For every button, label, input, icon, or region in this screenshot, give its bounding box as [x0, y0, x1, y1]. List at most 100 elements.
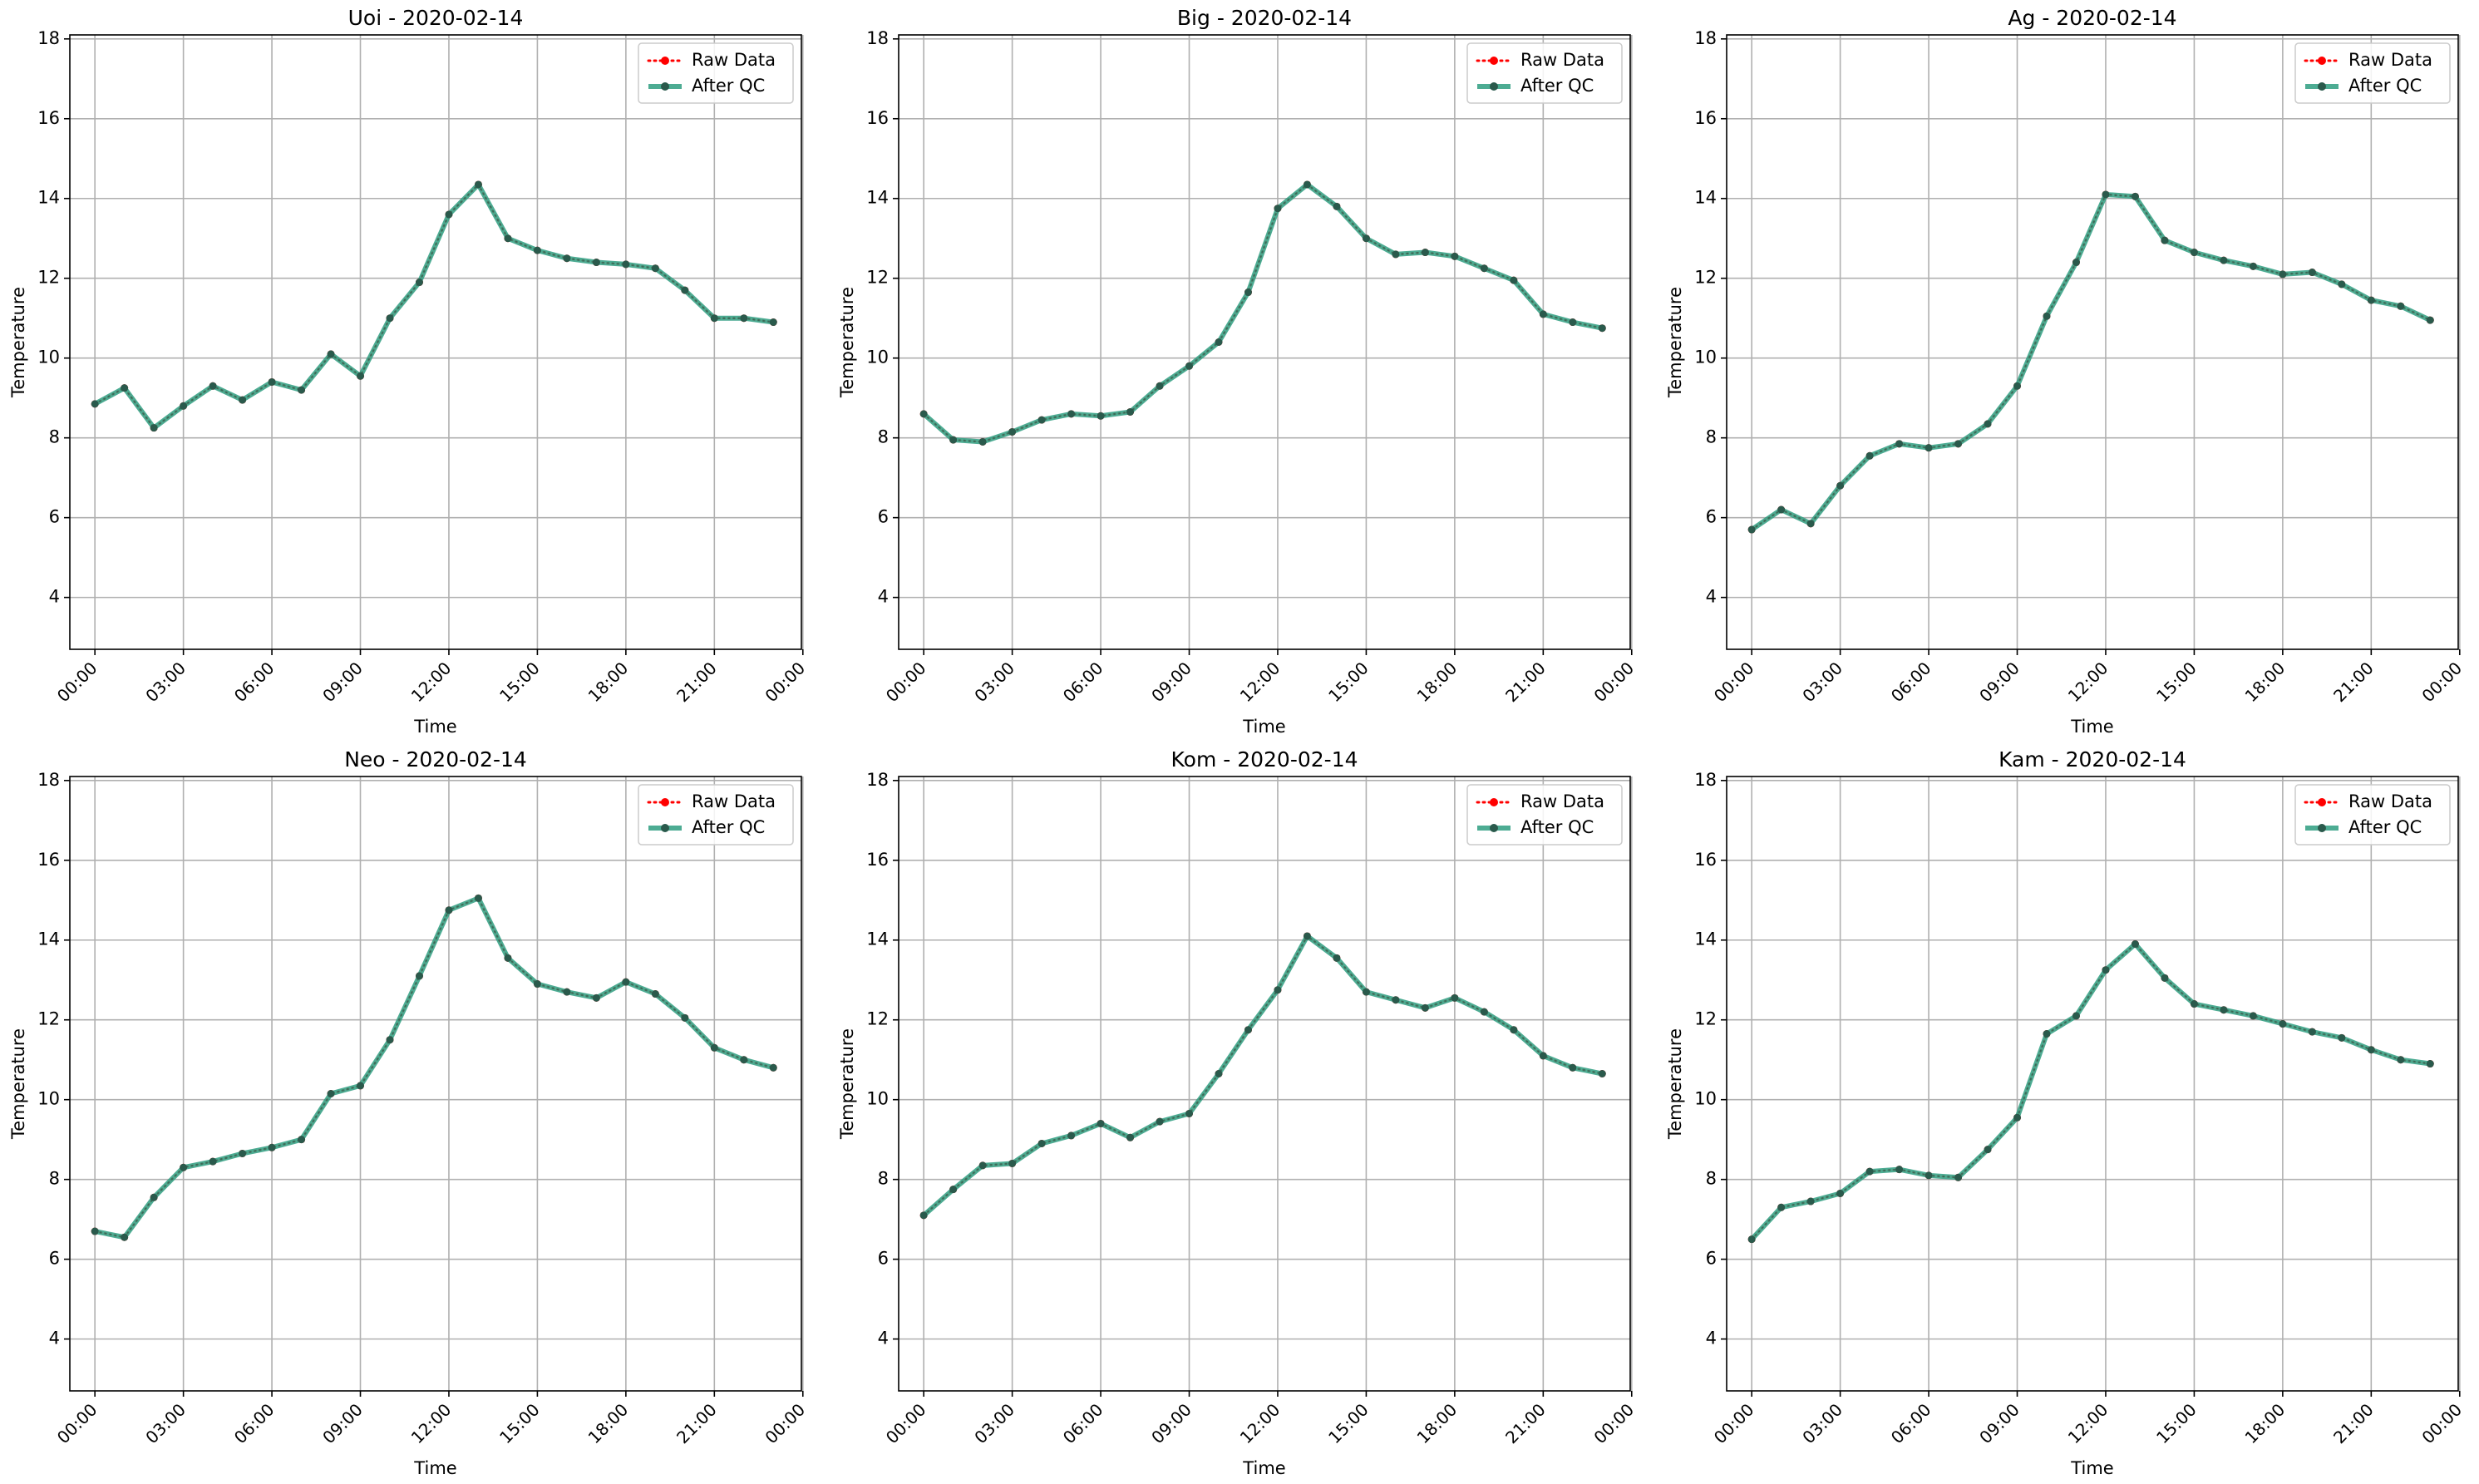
- after-qc-point: [2220, 1006, 2228, 1014]
- after-qc-point: [1008, 427, 1017, 436]
- y-tick-label: 16: [866, 850, 889, 870]
- axes-frame: [69, 34, 802, 650]
- y-axis-label: Temperature: [1665, 1028, 1685, 1140]
- after-qc-point: [1747, 1235, 1756, 1244]
- after-qc-point: [1244, 288, 1252, 297]
- after-qc-point: [1865, 451, 1874, 460]
- y-tick-label: 18: [37, 770, 60, 790]
- y-tick-label: 16: [1694, 850, 1717, 870]
- y-tick-label: 12: [37, 1009, 60, 1029]
- x-axis-label: Time: [2070, 717, 2113, 737]
- after-qc-point: [415, 972, 423, 980]
- after-qc-point: [1303, 180, 1311, 189]
- legend-qc-label: After QC: [1520, 76, 1594, 96]
- after-qc-point: [651, 990, 659, 998]
- legend-raw-label: Raw Data: [692, 50, 776, 70]
- after-qc-point: [1925, 1171, 1933, 1180]
- after-qc-point: [1777, 505, 1786, 514]
- after-qc-point: [1362, 988, 1370, 996]
- raw-data-line: [922, 183, 1604, 443]
- x-tick-label: 15:00: [2152, 1399, 2201, 1447]
- after-qc-point: [978, 437, 987, 446]
- x-tick-label: 00:00: [1710, 1399, 1758, 1447]
- after-qc-point: [1895, 1166, 1904, 1174]
- after-qc-point: [2367, 296, 2375, 304]
- x-tick-label: 00:00: [2417, 658, 2466, 706]
- legend-raw-marker: [1490, 57, 1498, 65]
- y-tick-label: 14: [1694, 188, 1717, 208]
- after-qc-point: [1215, 1070, 1223, 1078]
- subplot-5: 00:00 03:00 06:00 09:00 12:00 15:00 18:00 21:00…: [1665, 747, 2466, 1478]
- y-axis-label: Temperature: [8, 1028, 28, 1140]
- legend: Raw Data After QC: [1466, 784, 1623, 846]
- y-tick-label: 10: [1694, 1089, 1717, 1109]
- legend: Raw Data After QC: [1466, 42, 1623, 104]
- y-axis-label: Temperature: [837, 287, 857, 398]
- after-qc-point: [327, 350, 335, 358]
- y-tick-label: 8: [49, 427, 60, 447]
- after-qc-point: [2426, 1060, 2434, 1068]
- x-axis-label: Time: [1242, 717, 1285, 737]
- after-qc-point: [1836, 1189, 1845, 1197]
- after-qc-point: [121, 1233, 129, 1241]
- legend-raw-label: Raw Data: [692, 791, 776, 811]
- after-qc-point: [563, 254, 571, 263]
- legend-qc-marker: [1490, 824, 1498, 832]
- after-qc-point: [1569, 318, 1577, 327]
- after-qc-point: [1895, 440, 1904, 448]
- after-qc-point: [150, 424, 158, 432]
- subplot-title: Uoi - 2020-02-14: [348, 6, 524, 30]
- x-tick-label: 09:00: [318, 658, 367, 706]
- after-qc-point: [1274, 205, 1282, 213]
- after-qc-point: [121, 384, 129, 392]
- axes-frame: [1726, 776, 2459, 1392]
- y-tick-label: 6: [878, 1249, 889, 1269]
- after-qc-point: [180, 402, 188, 410]
- legend-qc-marker: [661, 82, 669, 91]
- legend-qc-label: After QC: [2348, 817, 2422, 837]
- y-tick-label: 14: [37, 188, 60, 208]
- legend-qc-marker: [2318, 824, 2326, 832]
- after-qc-point: [2367, 1046, 2375, 1054]
- legend-qc-marker: [1490, 82, 1498, 91]
- after-qc-point: [622, 978, 630, 986]
- x-tick-label: 18:00: [2241, 1399, 2289, 1447]
- y-tick-label: 16: [866, 108, 889, 128]
- y-tick-label: 4: [1706, 1329, 1717, 1348]
- after-qc-point: [504, 234, 512, 243]
- after-qc-line-overlay: [1751, 943, 2431, 1240]
- after-qc-point: [2161, 974, 2169, 982]
- after-qc-point: [533, 980, 541, 989]
- y-tick-label: 4: [49, 1329, 60, 1348]
- subplot-1: 00:00 03:00 06:00 09:00 12:00 15:00 18:00 21:00…: [837, 6, 1638, 737]
- after-qc-point: [1480, 1008, 1488, 1016]
- after-qc-point: [1244, 1026, 1252, 1034]
- after-qc-point: [1126, 1133, 1135, 1141]
- after-qc-point: [1954, 440, 1963, 448]
- x-tick-label: 12:00: [1236, 658, 1284, 706]
- after-qc-point: [1836, 481, 1845, 490]
- after-qc-point: [445, 210, 453, 219]
- after-qc-point: [1126, 407, 1135, 416]
- after-qc-point: [2249, 262, 2257, 270]
- x-tick-label: 21:00: [673, 1399, 721, 1447]
- after-qc-point: [1984, 420, 1992, 428]
- after-qc-line-overlay: [1751, 193, 2431, 530]
- x-axis-label: Time: [1242, 1458, 1285, 1478]
- after-qc-point: [2249, 1012, 2257, 1020]
- after-qc-point: [2102, 190, 2110, 199]
- after-qc-line-overlay: [94, 183, 774, 430]
- legend-qc-label: After QC: [1520, 817, 1594, 837]
- x-tick-label: 03:00: [970, 1399, 1018, 1447]
- y-tick-label: 8: [878, 1169, 889, 1189]
- axes-frame: [69, 776, 802, 1392]
- subplot-0: 00:00 03:00 06:00 09:00 12:00 15:00 18:00 21:00…: [8, 6, 809, 737]
- after-qc-point: [1333, 954, 1341, 962]
- x-tick-label: 00:00: [882, 658, 930, 706]
- after-qc-point: [2131, 192, 2139, 200]
- legend-raw-marker: [1490, 798, 1498, 806]
- subplot-4: 00:00 03:00 06:00 09:00 12:00 15:00 18:00 21:00…: [837, 747, 1638, 1478]
- y-tick-label: 10: [866, 1089, 889, 1109]
- legend-qc-marker: [661, 824, 669, 832]
- legend: Raw Data After QC: [2294, 784, 2451, 846]
